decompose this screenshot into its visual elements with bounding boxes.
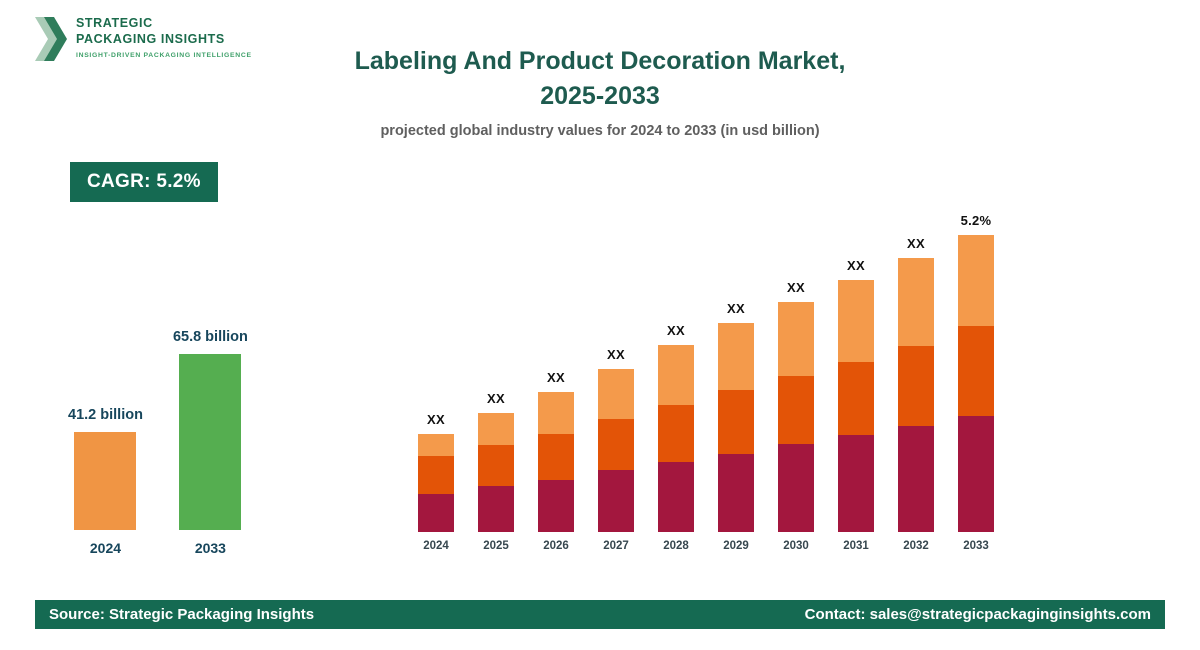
stacked-bar-group: 5.2% 2033 xyxy=(958,213,994,558)
bar-segment-bottom xyxy=(718,454,754,532)
footer-bar: Source: Strategic Packaging Insights Con… xyxy=(35,600,1165,629)
bar-value-label: XX xyxy=(667,323,685,338)
bar-segment-bottom xyxy=(478,486,514,532)
bar-segment-top xyxy=(838,280,874,362)
bar-segment-top xyxy=(958,235,994,326)
bar-segment-middle xyxy=(658,405,694,462)
bar-segment-middle xyxy=(718,390,754,454)
bar-segment-middle xyxy=(598,419,634,470)
stacked-bar-group: XX 2025 xyxy=(478,391,514,558)
footer-contact-text: Contact: sales@strategicpackaginginsight… xyxy=(804,606,1151,623)
bar-segment-middle xyxy=(478,445,514,486)
stacked-bar-group: XX 2026 xyxy=(538,370,574,558)
stacked-bar-group: XX 2031 xyxy=(838,258,874,558)
summary-bar-group: 41.2 billion 2024 xyxy=(68,407,143,558)
stacked-bar-group: XX 2024 xyxy=(418,412,454,558)
bar-segment-top xyxy=(778,302,814,376)
page-title-line2: 2025-2033 xyxy=(540,82,660,110)
logo-name-line1: STRATEGIC xyxy=(76,16,153,30)
bar-segment-top xyxy=(538,392,574,434)
logo-text: STRATEGIC PACKAGING INSIGHTS INSIGHT-DRI… xyxy=(76,16,252,59)
stacked-bar-chart: XX 2024 XX 2025 XX 2026 XX 2027 XX 2028 XX 2029 XX 20… xyxy=(418,213,994,558)
summary-bar-group: 65.8 billion 2033 xyxy=(173,329,248,558)
bar-year-label: 2030 xyxy=(783,540,809,552)
bar-segment-bottom xyxy=(778,444,814,532)
bar-segment-bottom xyxy=(958,416,994,532)
bar-segment-top xyxy=(718,323,754,390)
bar-value-label: XX xyxy=(787,280,805,295)
summary-year-label: 2033 xyxy=(194,540,226,556)
bar-segment-middle xyxy=(898,346,934,426)
bar-value-label: XX xyxy=(847,258,865,273)
summary-value-label: 41.2 billion xyxy=(68,407,143,423)
bar-segment-middle xyxy=(418,456,454,494)
logo-tagline: INSIGHT-DRIVEN PACKAGING INTELLIGENCE xyxy=(76,52,252,60)
bar-year-label: 2024 xyxy=(423,540,449,552)
summary-year-label: 2024 xyxy=(89,540,122,556)
bar-segment-bottom xyxy=(838,435,874,532)
bar-segment-bottom xyxy=(598,470,634,532)
brand-logo: STRATEGIC PACKAGING INSIGHTS INSIGHT-DRI… xyxy=(35,16,252,62)
bar-value-label: 5.2% xyxy=(960,213,992,228)
bar-year-label: 2032 xyxy=(903,540,929,552)
summary-bar-chart: 41.2 billion 2024 65.8 billion 2033 xyxy=(68,329,248,558)
bar-year-label: 2027 xyxy=(603,540,629,552)
bar-segment-middle xyxy=(538,434,574,480)
bar-segment-middle xyxy=(838,362,874,435)
bar-value-label: XX xyxy=(907,236,925,251)
bar-segment-top xyxy=(898,258,934,346)
bar-year-label: 2026 xyxy=(543,540,569,552)
bar-segment-bottom xyxy=(538,480,574,532)
logo-name-line2: PACKAGING INSIGHTS xyxy=(76,31,225,46)
summary-value-label: 65.8 billion xyxy=(172,329,248,345)
bar-segment-top xyxy=(658,345,694,405)
bar-segment-top xyxy=(418,434,454,456)
footer-source-text: Source: Strategic Packaging Insights xyxy=(49,606,315,623)
page-title-line1: Labeling And Product Decoration Market, xyxy=(354,47,846,75)
logo-chevron-icon xyxy=(35,17,67,61)
bar-year-label: 2025 xyxy=(483,540,509,552)
summary-bar xyxy=(179,354,242,530)
cagr-badge: CAGR: 5.2% xyxy=(70,162,218,202)
bar-value-label: XX xyxy=(547,370,565,385)
stacked-bar-group: XX 2032 xyxy=(898,236,934,558)
stacked-bar-group: XX 2029 xyxy=(718,301,754,558)
bar-segment-middle xyxy=(958,326,994,416)
bar-value-label: XX xyxy=(607,347,625,362)
stacked-bar-group: XX 2027 xyxy=(598,347,634,558)
bar-year-label: 2033 xyxy=(963,540,989,552)
bar-year-label: 2031 xyxy=(843,540,869,552)
bar-year-label: 2029 xyxy=(723,540,749,552)
bar-segment-bottom xyxy=(658,462,694,532)
bar-value-label: XX xyxy=(727,301,745,316)
bar-year-label: 2028 xyxy=(663,540,689,552)
page-subtitle: projected global industry values for 202… xyxy=(380,123,820,139)
bar-segment-bottom xyxy=(898,426,934,532)
stacked-bar-group: XX 2030 xyxy=(778,280,814,558)
bar-segment-bottom xyxy=(418,494,454,532)
bar-value-label: XX xyxy=(427,412,445,427)
bar-segment-top xyxy=(478,413,514,445)
summary-bar xyxy=(74,432,137,530)
bar-segment-middle xyxy=(778,376,814,444)
stacked-bar-group: XX 2028 xyxy=(658,323,694,558)
bar-value-label: XX xyxy=(487,391,505,406)
bar-segment-top xyxy=(598,369,634,419)
